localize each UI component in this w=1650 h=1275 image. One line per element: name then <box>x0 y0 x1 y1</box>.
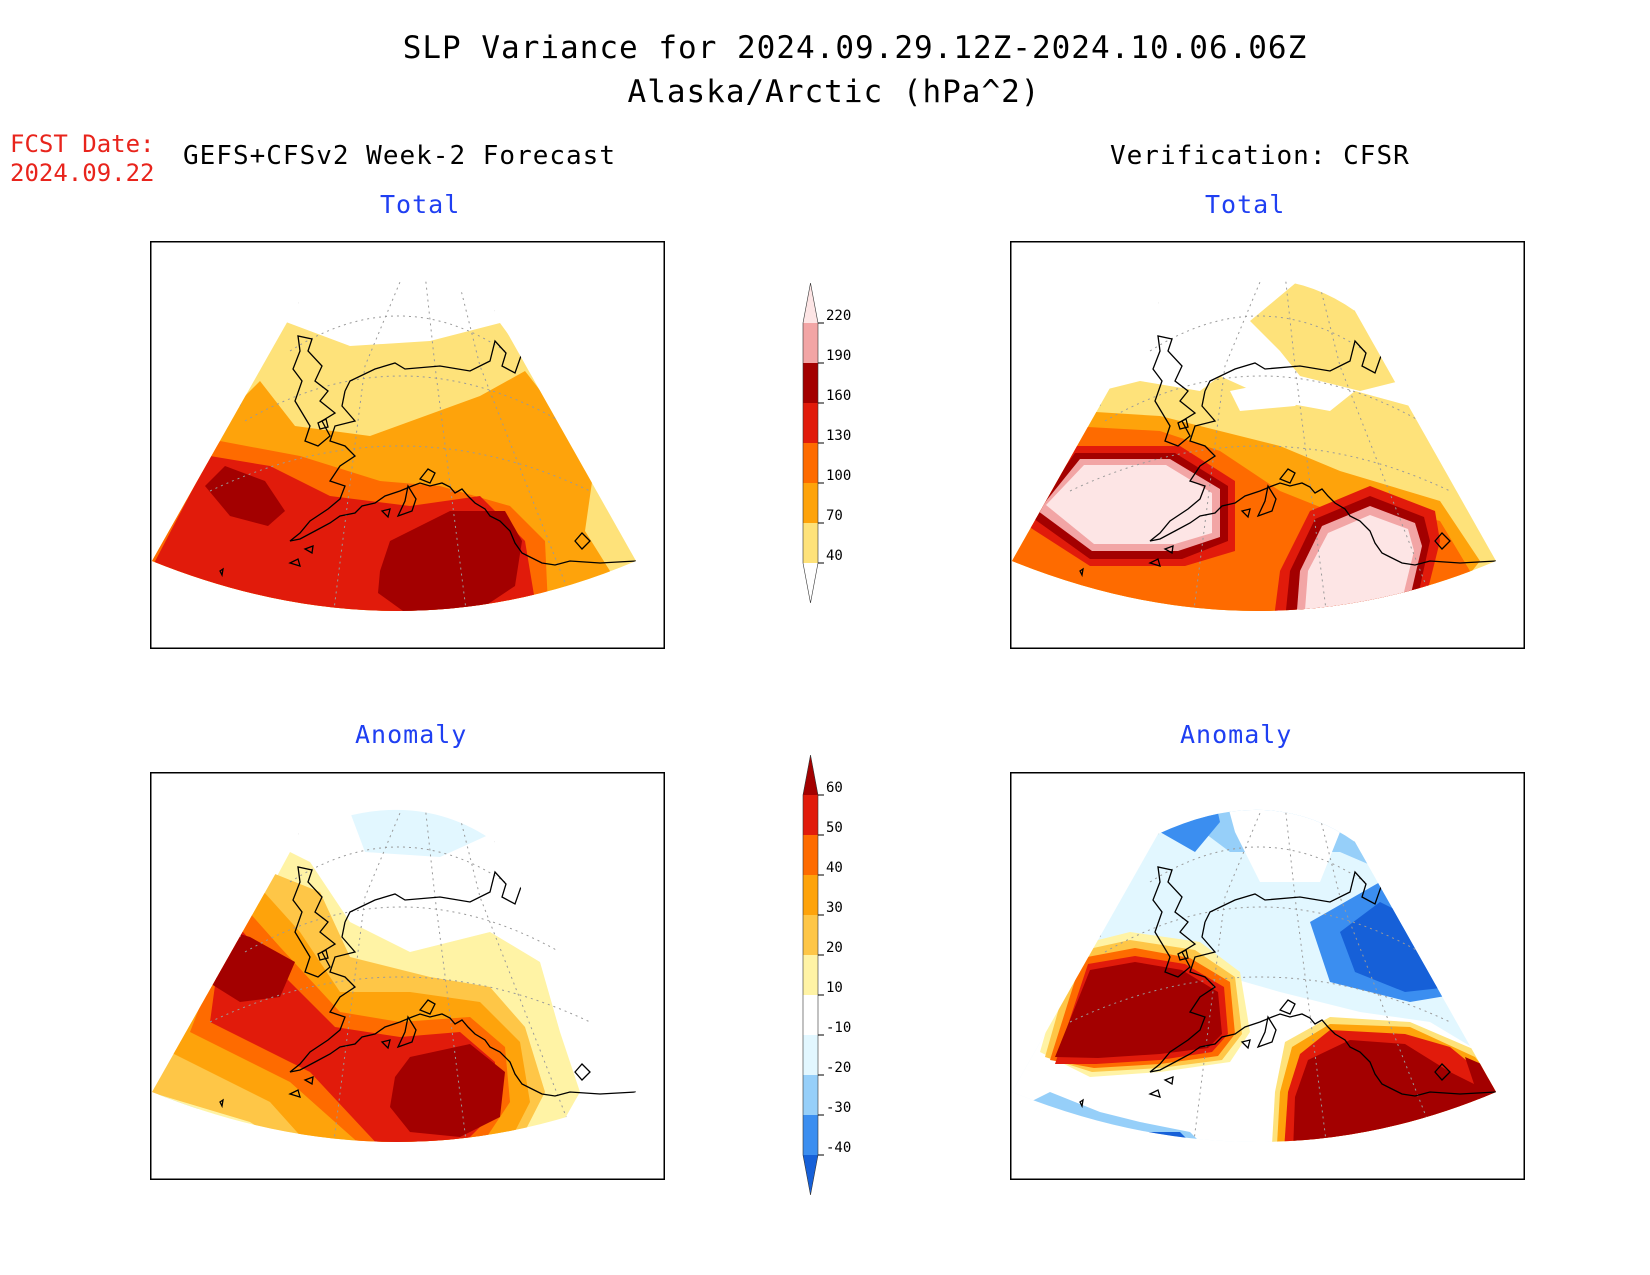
colorbar-swatch <box>803 955 818 995</box>
colorbar-swatch <box>803 995 818 1035</box>
colorbar-swatch <box>803 443 818 483</box>
colorbar-swatch <box>803 323 818 363</box>
colorbar-label: -10 <box>826 1020 851 1036</box>
colorbar-swatch <box>803 483 818 523</box>
fcst-anomaly-title: Anomaly <box>355 720 468 749</box>
colorbar-bottom-triangle <box>803 563 818 603</box>
colorbar-label: -30 <box>826 1100 851 1116</box>
colorbar-label: 100 <box>826 468 851 484</box>
colorbar-anomaly: -40 -30 -20 -10 10 20 30 40 50 60 <box>802 755 851 1196</box>
colorbar-swatch <box>803 363 818 403</box>
colorbar-label: 20 <box>826 940 843 956</box>
map-verification-total <box>1010 241 1525 649</box>
colorbar-swatch <box>803 795 818 835</box>
colorbar-top-triangle <box>803 755 818 795</box>
fcst-date-value: 2024.09.22 <box>10 159 155 187</box>
subtitle: Alaska/Arctic (hPa^2) <box>627 74 1041 110</box>
colorbar-label: 130 <box>826 428 851 444</box>
colorbar-swatch <box>803 1115 818 1155</box>
map-forecast-anomaly <box>150 772 665 1180</box>
verification-header: Verification: CFSR <box>1110 141 1410 171</box>
colorbar-label: 190 <box>826 348 851 364</box>
colorbar-label: 40 <box>826 860 843 876</box>
forecast-header: GEFS+CFSv2 Week-2 Forecast <box>183 141 616 171</box>
colorbar-swatch <box>803 875 818 915</box>
map-forecast-total <box>150 241 665 649</box>
colorbar-swatch <box>803 403 818 443</box>
verif-total-title: Total <box>1205 190 1286 219</box>
colorbar-swatch <box>803 915 818 955</box>
colorbar-label: 50 <box>826 820 843 836</box>
colorbar-label: 220 <box>826 308 851 324</box>
colorbar-swatch <box>803 835 818 875</box>
colorbar-swatch <box>803 523 818 563</box>
colorbar-label: 40 <box>826 548 843 564</box>
main-title: SLP Variance for 2024.09.29.12Z-2024.10.… <box>402 30 1308 66</box>
colorbar-total: 40 70 100 130 160 190 220 <box>802 283 851 604</box>
colorbar-label: -40 <box>826 1140 851 1156</box>
fcst-total-title: Total <box>380 190 461 219</box>
colorbar-label: 30 <box>826 900 843 916</box>
colorbar-label: -20 <box>826 1060 851 1076</box>
colorbar-swatch <box>803 1075 818 1115</box>
colorbar-swatch <box>803 1035 818 1075</box>
colorbar-bottom-triangle <box>803 1155 818 1195</box>
fcst-date-label: FCST Date: <box>10 130 155 158</box>
colorbar-label: 70 <box>826 508 843 524</box>
map-verification-anomaly <box>1010 772 1525 1180</box>
verif-anomaly-title: Anomaly <box>1180 720 1293 749</box>
colorbar-label: 10 <box>826 980 843 996</box>
colorbar-label: 160 <box>826 388 851 404</box>
colorbar-top-triangle <box>803 283 818 323</box>
colorbar-label: 60 <box>826 780 843 796</box>
